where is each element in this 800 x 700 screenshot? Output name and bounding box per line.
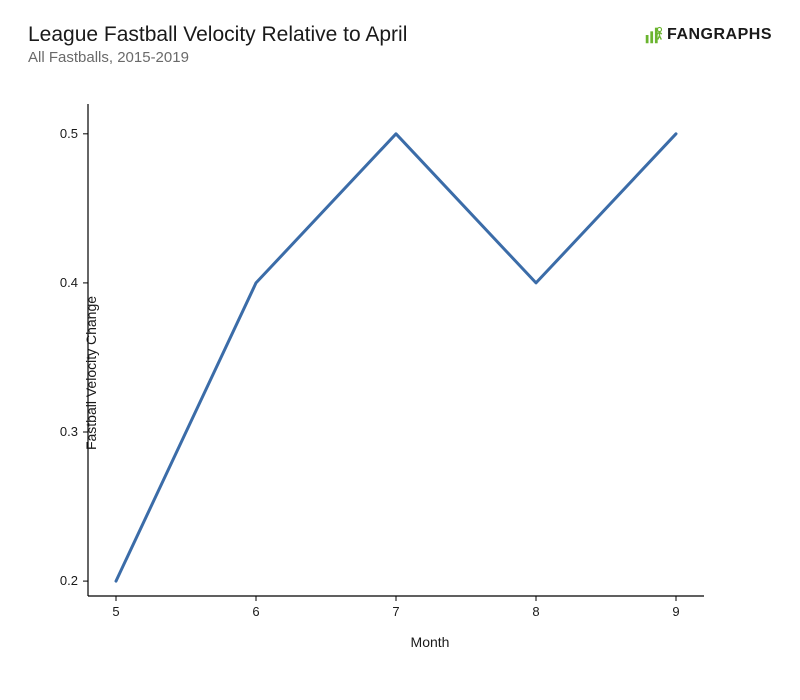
svg-text:8: 8 bbox=[532, 604, 539, 619]
svg-text:9: 9 bbox=[672, 604, 679, 619]
svg-text:0.5: 0.5 bbox=[60, 126, 78, 141]
svg-text:5: 5 bbox=[112, 604, 119, 619]
line-chart-svg: 0.2 0.3 0.4 0.5 5 6 7 8 9 bbox=[28, 96, 712, 626]
chart-container: League Fastball Velocity Relative to Apr… bbox=[0, 0, 800, 700]
svg-text:6: 6 bbox=[252, 604, 259, 619]
titles: League Fastball Velocity Relative to Apr… bbox=[28, 22, 643, 66]
chart-subtitle: All Fastballs, 2015-2019 bbox=[28, 49, 643, 66]
x-axis-label: Month bbox=[88, 634, 772, 650]
fangraphs-logo-text: FANGRAPHS bbox=[667, 26, 772, 44]
svg-text:0.3: 0.3 bbox=[60, 424, 78, 439]
fangraphs-logo: FANGRAPHS bbox=[643, 24, 772, 46]
plot-area: Fastball Velocity Change 0.2 0.3 0.4 0.5 5 6 7… bbox=[28, 96, 772, 650]
svg-text:0.4: 0.4 bbox=[60, 275, 78, 290]
header-row: League Fastball Velocity Relative to Apr… bbox=[28, 22, 772, 66]
y-axis-label: Fastball Velocity Change bbox=[83, 296, 99, 450]
svg-text:0.2: 0.2 bbox=[60, 573, 78, 588]
fangraphs-logo-icon bbox=[643, 24, 665, 46]
chart-title: League Fastball Velocity Relative to Apr… bbox=[28, 22, 643, 47]
svg-text:7: 7 bbox=[392, 604, 399, 619]
